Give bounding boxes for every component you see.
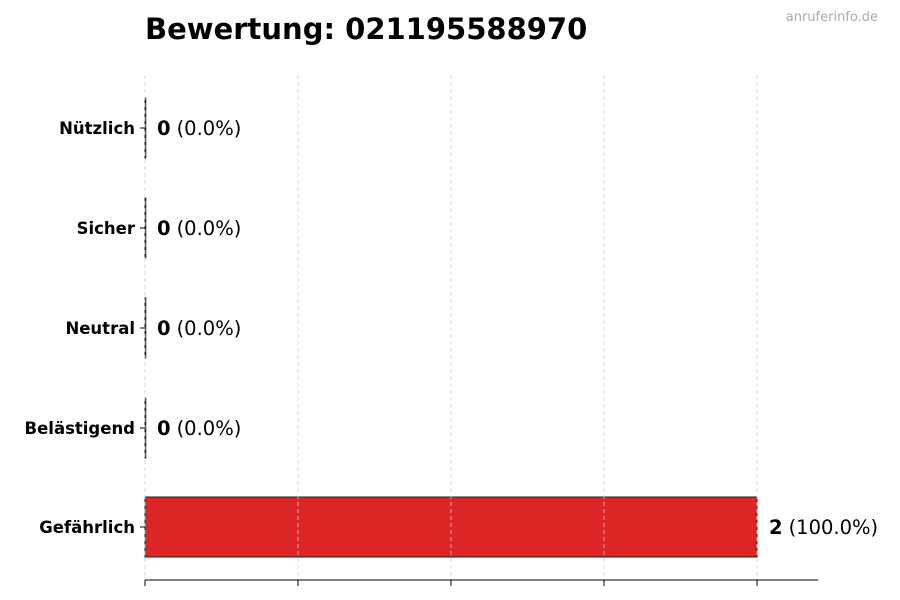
data-label-percent: (0.0%) <box>177 117 242 140</box>
data-label: 0 (0.0%) <box>157 317 241 340</box>
category-label: Nützlich <box>59 119 135 138</box>
category-label: Gefährlich <box>39 518 135 537</box>
data-label-percent: (0.0%) <box>177 217 242 240</box>
category-label: Neutral <box>65 319 135 338</box>
data-label-count: 0 <box>157 117 171 140</box>
data-label-count: 2 <box>769 516 783 539</box>
data-label-percent: (100.0%) <box>789 516 879 539</box>
chart-title: Bewertung: 021195588970 <box>145 12 588 46</box>
data-label-count: 0 <box>157 217 171 240</box>
category-label: Sicher <box>77 219 136 238</box>
data-label: 0 (0.0%) <box>157 217 241 240</box>
data-label-count: 0 <box>157 417 171 440</box>
bar <box>144 197 147 259</box>
data-label-count: 0 <box>157 317 171 340</box>
data-label: 0 (0.0%) <box>157 417 241 440</box>
watermark: anruferinfo.de <box>785 10 878 25</box>
data-label: 2 (100.0%) <box>769 516 878 539</box>
data-label: 0 (0.0%) <box>157 117 241 140</box>
data-label-percent: (0.0%) <box>177 417 242 440</box>
data-label-percent: (0.0%) <box>177 317 242 340</box>
category-label: Belästigend <box>25 419 135 438</box>
